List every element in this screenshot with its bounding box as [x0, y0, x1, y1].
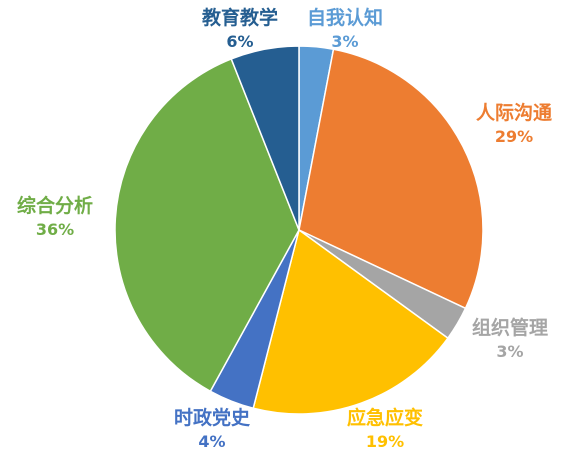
slice-label-3: 组织管理 3%	[472, 316, 548, 364]
slice-category-label: 教育教学	[201, 7, 279, 29]
slice-percent-label: 4%	[198, 432, 226, 451]
slice-label-6: 综合分析 36%	[17, 194, 93, 242]
slice-category-label: 时政党史	[173, 407, 251, 429]
pie-slice-4	[252, 228, 449, 415]
slice-category-label: 自我认知	[306, 7, 384, 29]
slice-category-label: 组织管理	[471, 317, 549, 339]
slice-percent-label: 3%	[496, 342, 524, 361]
slice-percent-label: 29%	[494, 127, 534, 146]
slice-category-label: 人际沟通	[475, 102, 553, 124]
pie-slice-6	[114, 57, 300, 393]
slice-percent-label: 36%	[35, 220, 75, 239]
slice-label-7: 教育教学 6%	[202, 6, 278, 54]
slice-category-label: 综合分析	[16, 195, 94, 217]
slice-label-5: 时政党史 4%	[174, 406, 250, 454]
pie-slice-7	[230, 45, 300, 231]
slice-percent-label: 3%	[331, 32, 359, 51]
slice-category-label: 应急应变	[346, 407, 424, 429]
slice-label-4: 应急应变 19%	[347, 406, 423, 454]
slice-percent-label: 19%	[365, 432, 405, 451]
slice-percent-label: 6%	[226, 32, 254, 51]
pie-slice-2	[298, 48, 484, 310]
slice-label-1: 自我认知 3%	[307, 6, 383, 54]
slice-label-2: 人际沟通 29%	[476, 101, 552, 149]
